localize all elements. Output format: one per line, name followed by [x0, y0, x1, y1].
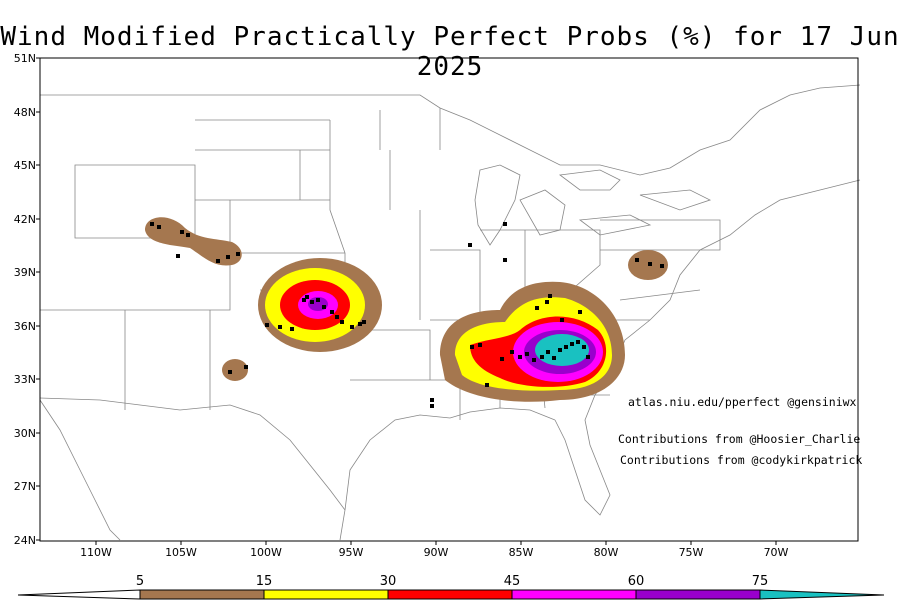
gulf-coast [339, 407, 556, 541]
lat-label: 30N [14, 427, 36, 440]
prob-blob-southeast [440, 281, 625, 402]
credit-site: atlas.niu.edu/pperfect @gensiniwx [628, 395, 857, 409]
lon-label: 85W [509, 546, 534, 559]
lon-axis: 110W 105W 100W 95W 90W 85W 80W 75W 70W [80, 546, 788, 559]
lat-label: 39N [14, 266, 36, 279]
colorbar-label: 45 [504, 574, 521, 589]
colorbar-seg-15 [263, 589, 389, 600]
lon-label: 75W [679, 546, 704, 559]
great-lakes [474, 164, 712, 246]
credit-contrib-2: Contributions from @codykirkpatrick [620, 453, 863, 467]
lat-label: 42N [14, 213, 36, 226]
map-title: Wind Modified Practically Perfect Probs … [0, 22, 900, 82]
lon-label: 80W [594, 546, 619, 559]
lon-label: 70W [764, 546, 789, 559]
credit-contrib-1: Contributions from @Hoosier_Charlie [618, 432, 861, 446]
colorbar-seg-5 [139, 589, 265, 600]
colorbar-seg-45 [511, 589, 637, 600]
lat-ticks [36, 57, 40, 541]
prob-5-texas [222, 359, 248, 381]
colorbar-label: 30 [380, 574, 397, 589]
report-markers [150, 222, 664, 408]
lon-label: 90W [424, 546, 449, 559]
colorbar-labels: 5 15 30 45 60 75 [136, 574, 768, 589]
colorbar [17, 589, 885, 600]
colorbar-seg-30 [387, 589, 513, 600]
lat-label: 45N [14, 159, 36, 172]
lat-label: 48N [14, 106, 36, 119]
lon-label: 95W [339, 546, 364, 559]
baja [39, 399, 121, 541]
colorbar-seg-75 [759, 589, 885, 600]
lat-label: 24N [14, 534, 36, 547]
colorbar-seg-60 [635, 589, 761, 600]
lon-label: 100W [250, 546, 282, 559]
frame [39, 57, 859, 542]
lat-label: 36N [14, 320, 36, 333]
prob-5-nebraska [145, 217, 242, 266]
lat-axis: 51N 48N 45N 42N 39N 36N 33N 30N 27N 24N [14, 52, 36, 547]
mexico-border [39, 397, 346, 511]
lat-label: 27N [14, 480, 36, 493]
colorbar-label: 15 [256, 574, 273, 589]
map-background [39, 84, 861, 541]
colorbar-label: 75 [752, 574, 769, 589]
lon-label: 105W [165, 546, 197, 559]
colorbar-label: 60 [628, 574, 645, 589]
lon-label: 110W [80, 546, 112, 559]
colorbar-low-arrow [17, 589, 141, 600]
prob-blob-plains [258, 258, 382, 352]
lat-label: 51N [14, 52, 36, 65]
lat-label: 33N [14, 373, 36, 386]
colorbar-label: 5 [136, 574, 144, 589]
lon-ticks [95, 541, 777, 545]
canada-border [40, 84, 861, 176]
